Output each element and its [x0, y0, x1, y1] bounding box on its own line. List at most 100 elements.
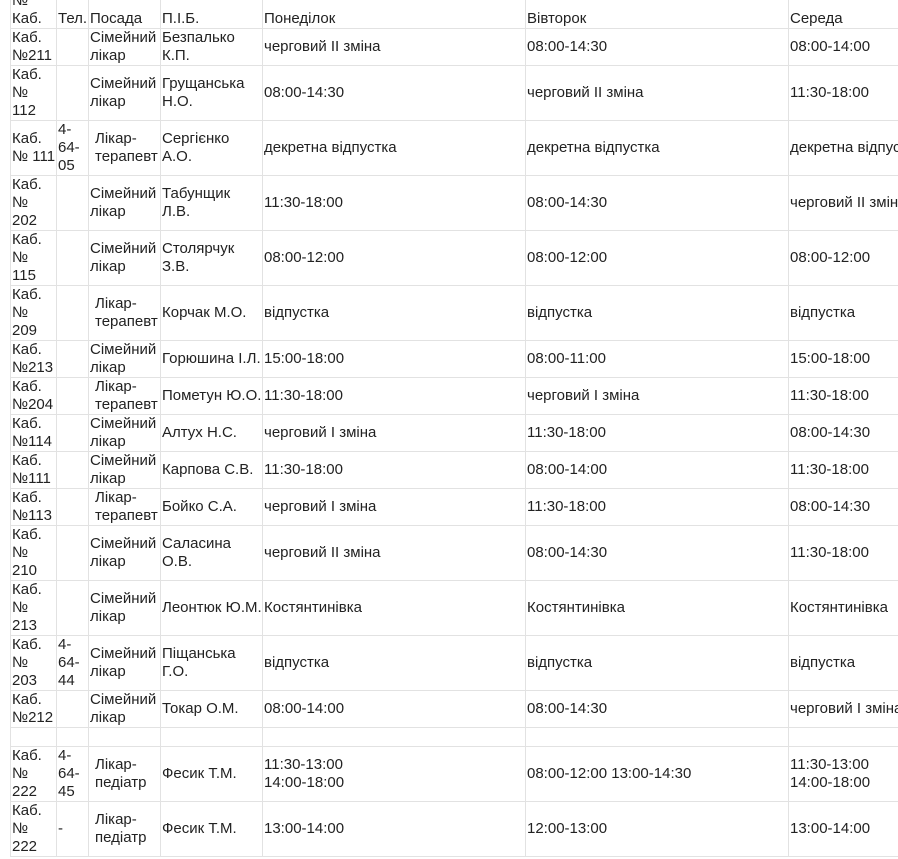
tuesday-cell: 08:00-14:30 [525, 28, 789, 66]
room-cell: Каб. № 210 [10, 525, 57, 581]
wednesday-cell: 15:00-18:00 [788, 340, 898, 378]
doctor-name-cell: Токар О.М. [160, 690, 263, 728]
phone-cell [56, 340, 89, 378]
empty-cell [88, 727, 161, 747]
header-cell: П.І.Б. [160, 0, 263, 29]
position-cell: Сімейний лікар [88, 580, 161, 636]
tuesday-cell: 11:30-18:00 [525, 488, 789, 526]
phone-cell [56, 414, 89, 452]
phone-cell [56, 580, 89, 636]
wednesday-cell: 11:30-18:00 [788, 377, 898, 415]
phone-cell: 4-64-05 [56, 120, 89, 176]
table-row: Каб. № 209 Лікар-терапевт Корчак М.О. відпу… [10, 285, 898, 341]
table-row: Каб. №114 Сімейний лікар Алтух Н.С. чергови… [10, 414, 898, 452]
tuesday-cell: 08:00-12:00 [525, 230, 789, 286]
room-cell: Каб. № 115 [10, 230, 57, 286]
doctor-name-cell: Горюшина І.Л. [160, 340, 263, 378]
tuesday-cell: 08:00-12:00 13:00-14:30 [525, 746, 789, 802]
table-row: Каб. №204 Лікар-терапевт Пометун Ю.О. 11:30… [10, 377, 898, 415]
phone-cell [56, 230, 89, 286]
monday-cell: черговий ІІ зміна [262, 28, 526, 66]
room-cell: Каб. № 112 [10, 65, 57, 121]
position-cell: Лікар-терапевт [88, 120, 161, 176]
monday-cell: 08:00-14:00 [262, 690, 526, 728]
tuesday-cell: 08:00-14:30 [525, 525, 789, 581]
doctor-name-cell: Сергієнко А.О. [160, 120, 263, 176]
header-cell: Тел. [56, 0, 89, 29]
position-cell: Сімейний лікар [88, 65, 161, 121]
monday-cell: 15:00-18:00 [262, 340, 526, 378]
position-cell: Сімейний лікар [88, 230, 161, 286]
room-cell: Каб. № 222 [10, 746, 57, 802]
doctor-name-cell: Бойко С.А. [160, 488, 263, 526]
monday-cell: декретна відпустка [262, 120, 526, 176]
phone-cell: - [56, 801, 89, 857]
room-cell: Каб. № 111 [10, 120, 57, 176]
empty-cell [160, 727, 263, 747]
phone-cell [56, 175, 89, 231]
monday-cell: 11:30-18:00 [262, 377, 526, 415]
room-cell: Каб. №114 [10, 414, 57, 452]
wednesday-cell: 11:30-18:00 [788, 525, 898, 581]
room-cell: Каб. №111 [10, 451, 57, 489]
phone-cell [56, 488, 89, 526]
doctor-name-cell: Столярчук З.В. [160, 230, 263, 286]
tuesday-cell: відпустка [525, 635, 789, 691]
doctor-name-cell: Алтух Н.С. [160, 414, 263, 452]
phone-cell [56, 285, 89, 341]
wednesday-cell: 08:00-12:00 [788, 230, 898, 286]
monday-cell: черговий І зміна [262, 488, 526, 526]
table-row: Каб. № 203 4-64-44 Сімейний лікар Піщанська… [10, 635, 898, 691]
room-cell: Каб. № 209 [10, 285, 57, 341]
table-row: Каб. №213 Сімейний лікар Горюшина І.Л. 15:0… [10, 340, 898, 378]
header-cell: Посада [88, 0, 161, 29]
header-cell: Вівторок [525, 0, 789, 29]
monday-cell: відпустка [262, 285, 526, 341]
wednesday-cell: 08:00-14:00 [788, 28, 898, 66]
tuesday-cell: черговий ІІ зміна [525, 65, 789, 121]
tuesday-cell: 08:00-11:00 [525, 340, 789, 378]
tuesday-cell: 08:00-14:00 [525, 451, 789, 489]
tuesday-cell: декретна відпустка [525, 120, 789, 176]
room-cell: Каб. №212 [10, 690, 57, 728]
room-cell: Каб. № 202 [10, 175, 57, 231]
position-cell: Сімейний лікар [88, 690, 161, 728]
tuesday-cell: Костянтинівка [525, 580, 789, 636]
monday-cell: черговий ІІ зміна [262, 525, 526, 581]
position-cell: Сімейний лікар [88, 451, 161, 489]
phone-cell: 4-64-44 [56, 635, 89, 691]
spacer-row [10, 727, 898, 747]
room-cell: Каб. №113 [10, 488, 57, 526]
monday-cell: 13:00-14:00 [262, 801, 526, 857]
position-cell: Лікар-терапевт [88, 285, 161, 341]
doctor-name-cell: Піщанська Г.О. [160, 635, 263, 691]
doctor-name-cell: Безпалько К.П. [160, 28, 263, 66]
position-cell: Сімейний лікар [88, 28, 161, 66]
wednesday-cell: 08:00-14:30 [788, 488, 898, 526]
header-cell: № Каб. [10, 0, 57, 29]
room-cell: Каб. №211 [10, 28, 57, 66]
table-row: Каб. № 222 4-64-45 Лікар-педіатр Фесик Т.М.… [10, 746, 898, 802]
header-cell: Середа [788, 0, 898, 29]
wednesday-cell: черговий І зміна [788, 690, 898, 728]
position-cell: Лікар-педіатр [88, 801, 161, 857]
doctor-name-cell: Саласина О.В. [160, 525, 263, 581]
table-row: Каб. № 213 Сімейний лікар Леонтюк Ю.М. Кост… [10, 580, 898, 636]
empty-cell [525, 727, 789, 747]
empty-cell [788, 727, 898, 747]
wednesday-cell: 08:00-14:30 [788, 414, 898, 452]
monday-cell: 11:30-13:00 14:00-18:00 [262, 746, 526, 802]
monday-cell: черговий І зміна [262, 414, 526, 452]
table-row: Каб. № 202 Сімейний лікар Табунщик Л.В. 11:… [10, 175, 898, 231]
tuesday-cell: 08:00-14:30 [525, 690, 789, 728]
table-row: Каб. № 222- Лікар-педіатр Фесик Т.М. 13:00-… [10, 801, 898, 857]
tuesday-cell: черговий І зміна [525, 377, 789, 415]
header-row: № Каб. Тел. Посада П.І.Б. Понеділок Вівторок С… [10, 0, 898, 29]
empty-cell [10, 727, 57, 747]
doctor-name-cell: Фесик Т.М. [160, 746, 263, 802]
room-cell: Каб. №213 [10, 340, 57, 378]
table-row: Каб. №113 Лікар-терапевт Бойко С.А. чергови… [10, 488, 898, 526]
table-row: Каб. № 115 Сімейний лікар Столярчук З.В. 08… [10, 230, 898, 286]
tuesday-cell: відпустка [525, 285, 789, 341]
